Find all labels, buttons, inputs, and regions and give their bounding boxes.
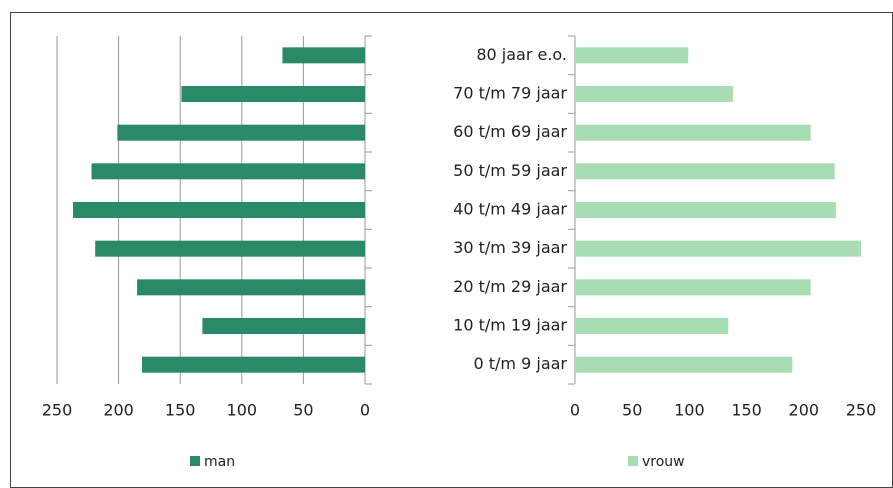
bar bbox=[575, 318, 729, 334]
bar bbox=[575, 202, 836, 218]
legend-label: man bbox=[204, 454, 235, 470]
bar bbox=[95, 240, 365, 257]
bar bbox=[282, 47, 365, 64]
x-tick-label: 100 bbox=[674, 401, 705, 420]
legend-label: vrouw bbox=[642, 454, 685, 470]
x-tick-label: 150 bbox=[165, 401, 196, 420]
x-tick-label: 50 bbox=[293, 401, 313, 420]
bar bbox=[117, 124, 365, 141]
legend-swatch bbox=[628, 456, 638, 466]
bar bbox=[181, 86, 365, 102]
category-label: 80 jaar e.o. bbox=[476, 45, 567, 64]
x-tick-label: 250 bbox=[846, 401, 877, 420]
x-tick-label: 50 bbox=[622, 401, 642, 420]
category-label: 0 t/m 9 jaar bbox=[474, 354, 568, 373]
legend-swatch bbox=[190, 456, 200, 466]
x-tick-label: 0 bbox=[570, 401, 580, 420]
bar bbox=[575, 86, 733, 102]
category-label: 30 t/m 39 jaar bbox=[453, 238, 567, 257]
x-tick-label: 100 bbox=[227, 401, 258, 420]
category-label: 50 t/m 59 jaar bbox=[453, 161, 567, 180]
category-label: 10 t/m 19 jaar bbox=[453, 316, 567, 335]
bar bbox=[575, 240, 861, 257]
x-tick-label: 200 bbox=[103, 401, 134, 420]
category-label: 60 t/m 69 jaar bbox=[453, 122, 567, 141]
category-label: 20 t/m 29 jaar bbox=[453, 277, 567, 296]
bar bbox=[91, 163, 365, 180]
bar bbox=[142, 356, 365, 373]
bar bbox=[137, 279, 365, 296]
x-tick-label: 200 bbox=[789, 401, 820, 420]
x-tick-label: 0 bbox=[360, 401, 370, 420]
bar bbox=[73, 202, 366, 218]
bar bbox=[575, 356, 793, 373]
x-tick-label: 250 bbox=[42, 401, 73, 420]
bar bbox=[575, 163, 835, 180]
category-label: 40 t/m 49 jaar bbox=[453, 200, 567, 219]
x-tick-label: 150 bbox=[731, 401, 762, 420]
category-label: 70 t/m 79 jaar bbox=[453, 84, 567, 103]
bar bbox=[202, 318, 365, 334]
bar bbox=[575, 124, 811, 141]
bar bbox=[575, 279, 811, 296]
bar bbox=[575, 47, 689, 64]
